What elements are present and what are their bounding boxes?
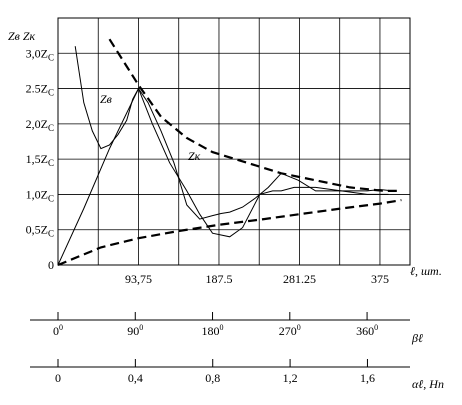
- curve-label-zk: Zк: [188, 149, 201, 163]
- beta-tick-label: 00: [53, 323, 63, 338]
- y-tick-label: 0: [48, 258, 54, 272]
- chart-series: [57, 38, 402, 267]
- x-tick-label: 375: [371, 272, 389, 286]
- y-tick-label: 3,0ZC: [26, 46, 54, 62]
- x-tick-label: 187.5: [205, 272, 232, 286]
- series-zk-line: [57, 87, 389, 266]
- beta-tick-label: 900: [127, 323, 143, 338]
- y-tick-label: 1,0ZC: [26, 187, 54, 203]
- beta-axis: 00 900 1800 2700 3600: [30, 312, 410, 338]
- y-tick-labels: 0 0,5ZC 1,0ZC 1,5ZC 2,0ZC 2.5ZC 3,0ZC: [26, 46, 54, 272]
- alpha-tick-label: 1,2: [283, 371, 298, 385]
- beta-tick-label: 1800: [202, 323, 224, 338]
- series-zv-line: [74, 46, 393, 220]
- y-tick-label: 2.5ZC: [26, 82, 54, 98]
- alpha-tick-label: 1,6: [360, 371, 375, 385]
- chart-grid: [57, 17, 411, 266]
- y-tick-label: 2,0ZC: [26, 117, 54, 133]
- alpha-tick-label: 0,8: [205, 371, 220, 385]
- beta-axis-label: βℓ: [411, 331, 423, 345]
- x-axis-label: ℓ, шт.: [410, 264, 442, 278]
- x-tick-label: 281.25: [283, 272, 316, 286]
- alpha-tick-label: 0: [55, 371, 61, 385]
- series-upper-envelope: [108, 38, 402, 192]
- curve-label-zv: Zв: [100, 92, 112, 106]
- beta-tick-label: 3600: [356, 323, 378, 338]
- alpha-tick-label: 0,4: [128, 371, 143, 385]
- x-tick-labels: 93,75 187.5 281.25 375: [125, 272, 389, 286]
- plot-frame: [57, 17, 411, 266]
- y-tick-label: 0,5ZC: [26, 223, 54, 239]
- x-tick-label: 93,75: [125, 272, 152, 286]
- y-axis-label: Zв Zк: [8, 29, 36, 43]
- alpha-axis-label: αℓ, Нп: [412, 377, 444, 391]
- y-tick-label: 1,5ZC: [26, 152, 54, 168]
- alpha-axis: 0 0,4 0,8 1,2 1,6: [30, 359, 410, 385]
- series-lower-envelope: [57, 199, 402, 267]
- beta-tick-label: 2700: [279, 323, 301, 338]
